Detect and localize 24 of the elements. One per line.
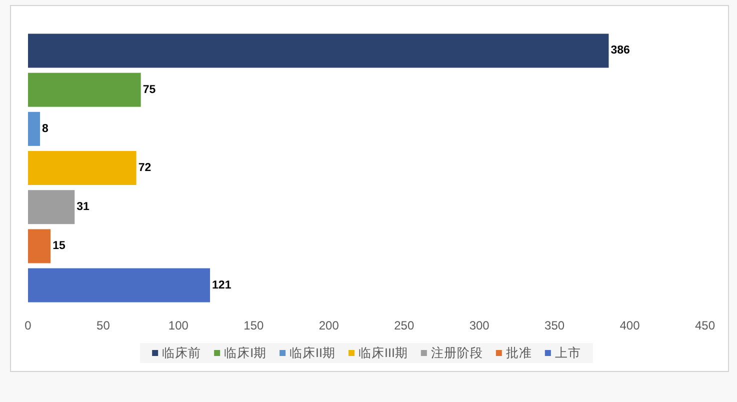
- x-tick-label: 300: [469, 318, 490, 333]
- legend-label: 批准: [506, 346, 532, 360]
- data-label: 31: [76, 201, 90, 214]
- data-label: 8: [42, 122, 50, 135]
- data-label: 15: [52, 240, 66, 252]
- x-tick-label: 50: [96, 318, 110, 333]
- x-tick-label: 350: [544, 318, 565, 333]
- legend-label: 临床前: [162, 346, 202, 360]
- x-tick-label: 100: [168, 318, 189, 333]
- data-label: 386: [610, 44, 630, 57]
- data-label: 75: [142, 84, 156, 96]
- legend-label: 临床II期: [290, 346, 336, 360]
- data-label: 121: [212, 279, 232, 292]
- legend-label: 临床I期: [224, 346, 267, 360]
- legend-label: 上市: [554, 346, 581, 360]
- x-tick-label: 250: [394, 318, 414, 333]
- data-label: 72: [138, 162, 152, 174]
- x-tick-label: 400: [620, 318, 640, 333]
- x-tick-label: 150: [244, 318, 264, 333]
- legend-label: 注册阶段: [430, 346, 483, 360]
- x-tick-label: 0: [24, 318, 32, 333]
- legend-label: 临床III期: [358, 346, 408, 360]
- x-tick-label: 450: [694, 318, 716, 333]
- x-tick-label: 200: [318, 318, 340, 333]
